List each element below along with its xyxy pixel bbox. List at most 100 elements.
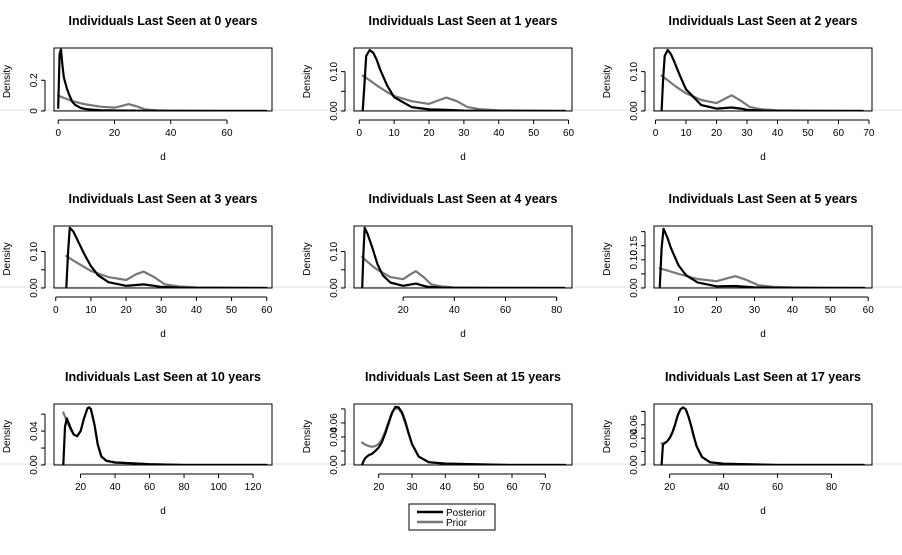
x-tick-label: 60	[500, 305, 512, 316]
x-tick-label: 60	[772, 482, 784, 493]
y-tick-label: 0.00	[629, 278, 640, 298]
y-tick-label: 0.04	[629, 428, 640, 448]
x-tick-label: 40	[787, 305, 799, 316]
series-line-posterior	[361, 226, 566, 288]
panel-title: Individuals Last Seen at 4 years	[369, 192, 558, 206]
x-axis-label: d	[160, 152, 166, 163]
series-line-posterior	[57, 48, 268, 111]
y-tick-label: 0.15	[629, 236, 640, 256]
x-tick-label: 20	[398, 305, 410, 316]
y-axis-label: Density	[2, 242, 13, 275]
series-line-posterior	[62, 406, 268, 465]
plot-frame	[53, 47, 273, 112]
x-tick-label: 50	[825, 305, 837, 316]
x-tick-label: 40	[165, 128, 177, 139]
x-tick-label: 60	[563, 128, 575, 139]
x-tick-label: 70	[540, 482, 552, 493]
x-tick-label: 40	[449, 305, 461, 316]
y-tick-label: 0.04	[329, 427, 340, 447]
y-tick-label: 0.06	[629, 415, 640, 435]
y-tick-label: 0.2	[29, 73, 40, 87]
y-tick-label: 0.04	[29, 421, 40, 441]
legend-prior-label: Prior	[446, 518, 468, 529]
plot-frame	[653, 47, 873, 112]
panel-title: Individuals Last Seen at 3 years	[69, 192, 258, 206]
panel-2: Individuals Last Seen at 1 years 0 10 20 30 4…	[302, 14, 575, 163]
x-axis-label: d	[160, 329, 166, 340]
x-axis-label: d	[760, 152, 766, 163]
panel-9: Individuals Last Seen at 17 years 20 40 60 8…	[602, 370, 873, 517]
y-tick-label: 0	[29, 108, 40, 114]
y-tick-label: 0.10	[329, 61, 340, 81]
x-tick-label: 10	[85, 305, 97, 316]
panel-8: Individuals Last Seen at 15 years 20 30 40 5…	[302, 370, 573, 517]
y-tick-label: 0.10	[329, 241, 340, 261]
series-line-posterior	[65, 226, 268, 288]
panel-1: Individuals Last Seen at 0 years 0 20 40 60 d…	[2, 14, 273, 163]
x-tick-label: 60	[261, 305, 273, 316]
plot-frame	[353, 403, 573, 466]
y-axis-label: Density	[2, 420, 13, 453]
x-tick-label: 10	[680, 128, 692, 139]
x-axis-label: d	[760, 329, 766, 340]
x-tick-label: 60	[221, 128, 233, 139]
x-tick-label: 20	[664, 482, 676, 493]
y-tick-label: 0.00	[629, 455, 640, 475]
series-line-posterior	[660, 406, 865, 465]
panel-title: Individuals Last Seen at 10 years	[65, 370, 261, 384]
y-tick-label: 0.10	[629, 250, 640, 270]
y-tick-label: 0.10	[29, 241, 40, 261]
x-tick-label: 40	[772, 128, 784, 139]
x-tick-label: 30	[749, 305, 761, 316]
y-tick-label: 0.00	[629, 101, 640, 121]
series-line-posterior	[361, 48, 567, 111]
x-tick-label: 70	[863, 128, 875, 139]
x-tick-label: 60	[833, 128, 845, 139]
x-tick-label: 50	[802, 128, 814, 139]
y-axis-label: Density	[602, 420, 613, 453]
y-axis-label: Density	[602, 242, 613, 275]
x-tick-label: 30	[406, 482, 418, 493]
x-tick-label: 30	[741, 128, 753, 139]
x-tick-label: 80	[826, 482, 838, 493]
x-axis-label: d	[160, 506, 166, 517]
series-line-prior	[62, 406, 268, 465]
legend-posterior-label: Posterior	[446, 508, 487, 519]
x-tick-label: 20	[711, 128, 723, 139]
panel-4: Individuals Last Seen at 3 years 0 10 20 30 4…	[2, 192, 273, 340]
x-tick-label: 80	[551, 305, 563, 316]
series-line-prior	[360, 407, 567, 465]
x-tick-label: 60	[506, 482, 518, 493]
y-axis-label: Density	[302, 65, 313, 98]
x-tick-label: 100	[210, 482, 227, 493]
panel-title: Individuals Last Seen at 15 years	[365, 370, 561, 384]
panel-title: Individuals Last Seen at 5 years	[669, 192, 858, 206]
x-tick-label: 30	[458, 128, 470, 139]
panel-5: Individuals Last Seen at 4 years 20 40 60 80…	[302, 192, 573, 340]
x-tick-label: 0	[356, 128, 362, 139]
y-axis-label: Density	[602, 65, 613, 98]
series-line-prior	[660, 406, 865, 465]
x-tick-label: 20	[75, 482, 87, 493]
x-tick-label: 40	[109, 482, 121, 493]
x-tick-label: 50	[528, 128, 540, 139]
panel-title: Individuals Last Seen at 17 years	[665, 370, 861, 384]
x-tick-label: 80	[178, 482, 190, 493]
x-tick-label: 40	[440, 482, 452, 493]
series-line-posterior	[660, 48, 864, 111]
x-tick-label: 60	[144, 482, 156, 493]
y-tick-label: 0.00	[329, 101, 340, 121]
x-tick-label: 60	[863, 305, 875, 316]
x-tick-label: 40	[493, 128, 505, 139]
y-tick-label: 0.00	[329, 455, 340, 475]
x-tick-label: 0	[653, 128, 659, 139]
y-tick-label: 0.00	[329, 278, 340, 298]
x-tick-label: 30	[156, 305, 168, 316]
series-line-posterior	[658, 227, 866, 288]
x-tick-label: 20	[711, 305, 723, 316]
x-tick-label: 0	[55, 128, 61, 139]
x-tick-label: 50	[473, 482, 485, 493]
x-tick-label: 120	[245, 482, 262, 493]
x-tick-label: 40	[718, 482, 730, 493]
